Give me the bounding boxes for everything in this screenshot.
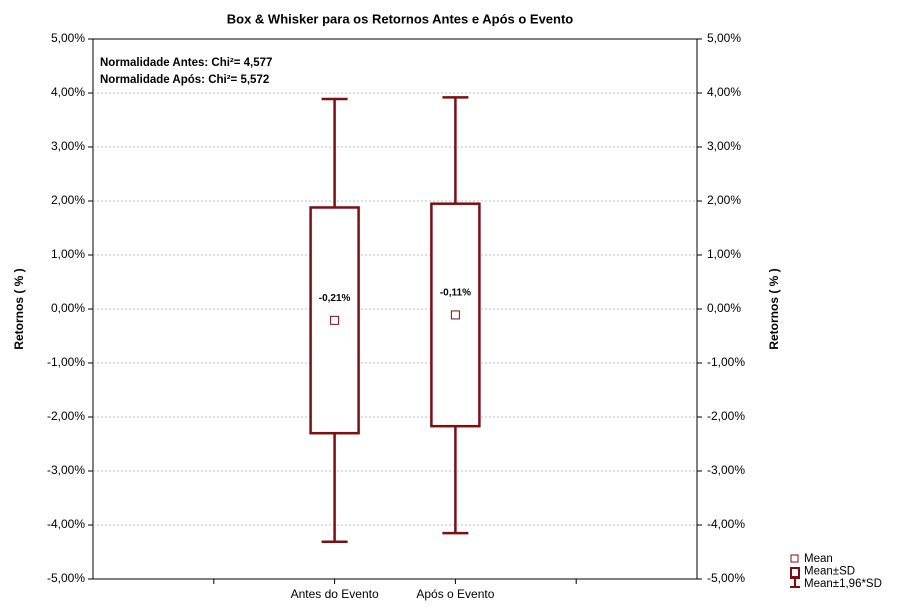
y-tick-label: 2,00% — [51, 193, 85, 207]
y2-tick-label: 5,00% — [707, 31, 741, 45]
value-label: -0,21% — [319, 293, 351, 304]
y-tick-label: -4,00% — [47, 517, 85, 531]
y2-tick-label: 2,00% — [707, 193, 741, 207]
value-label: -0,11% — [440, 288, 471, 299]
legend-label: Mean±SD — [804, 566, 855, 578]
legend-label: Mean±1,96*SD — [804, 578, 882, 590]
y2-tick-label: -3,00% — [707, 463, 745, 477]
y-axis-label: Retornos ( % ) — [12, 268, 26, 349]
y-tick-label: -1,00% — [47, 355, 85, 369]
y-tick-label: -5,00% — [47, 571, 85, 585]
y-tick-label: 5,00% — [51, 31, 85, 45]
y-tick-label: 3,00% — [51, 139, 85, 153]
y2-tick-label: -1,00% — [707, 355, 745, 369]
y2-tick-label: 1,00% — [707, 247, 741, 261]
x-tick-label: Após o Evento — [416, 587, 494, 601]
annotation: Normalidade Antes: Chi²= 4,577 — [100, 57, 272, 69]
y2-tick-label: -2,00% — [707, 409, 745, 423]
y2-tick-label: -5,00% — [707, 571, 745, 585]
legend-swatch — [790, 554, 799, 563]
y-tick-label: -2,00% — [47, 409, 85, 423]
annotation: Normalidade Após: Chi²= 5,572 — [100, 74, 269, 86]
y-tick-label: 0,00% — [51, 301, 85, 315]
y2-tick-label: -4,00% — [707, 517, 745, 531]
x-tick-label: Antes do Evento — [291, 587, 379, 601]
y-tick-label: 1,00% — [51, 247, 85, 261]
legend-label: Mean — [804, 553, 833, 565]
chart-title: Box & Whisker para os Retornos Antes e A… — [227, 11, 574, 26]
mean-marker — [330, 315, 340, 325]
mean-marker — [450, 310, 460, 320]
y2-tick-label: 0,00% — [707, 301, 741, 315]
legend-swatch — [790, 567, 800, 578]
y2-axis-label: Retornos ( % ) — [767, 268, 781, 349]
y-tick-label: -3,00% — [47, 463, 85, 477]
y-tick-label: 4,00% — [51, 85, 85, 99]
y2-tick-label: 3,00% — [707, 139, 741, 153]
y2-tick-label: 4,00% — [707, 85, 741, 99]
